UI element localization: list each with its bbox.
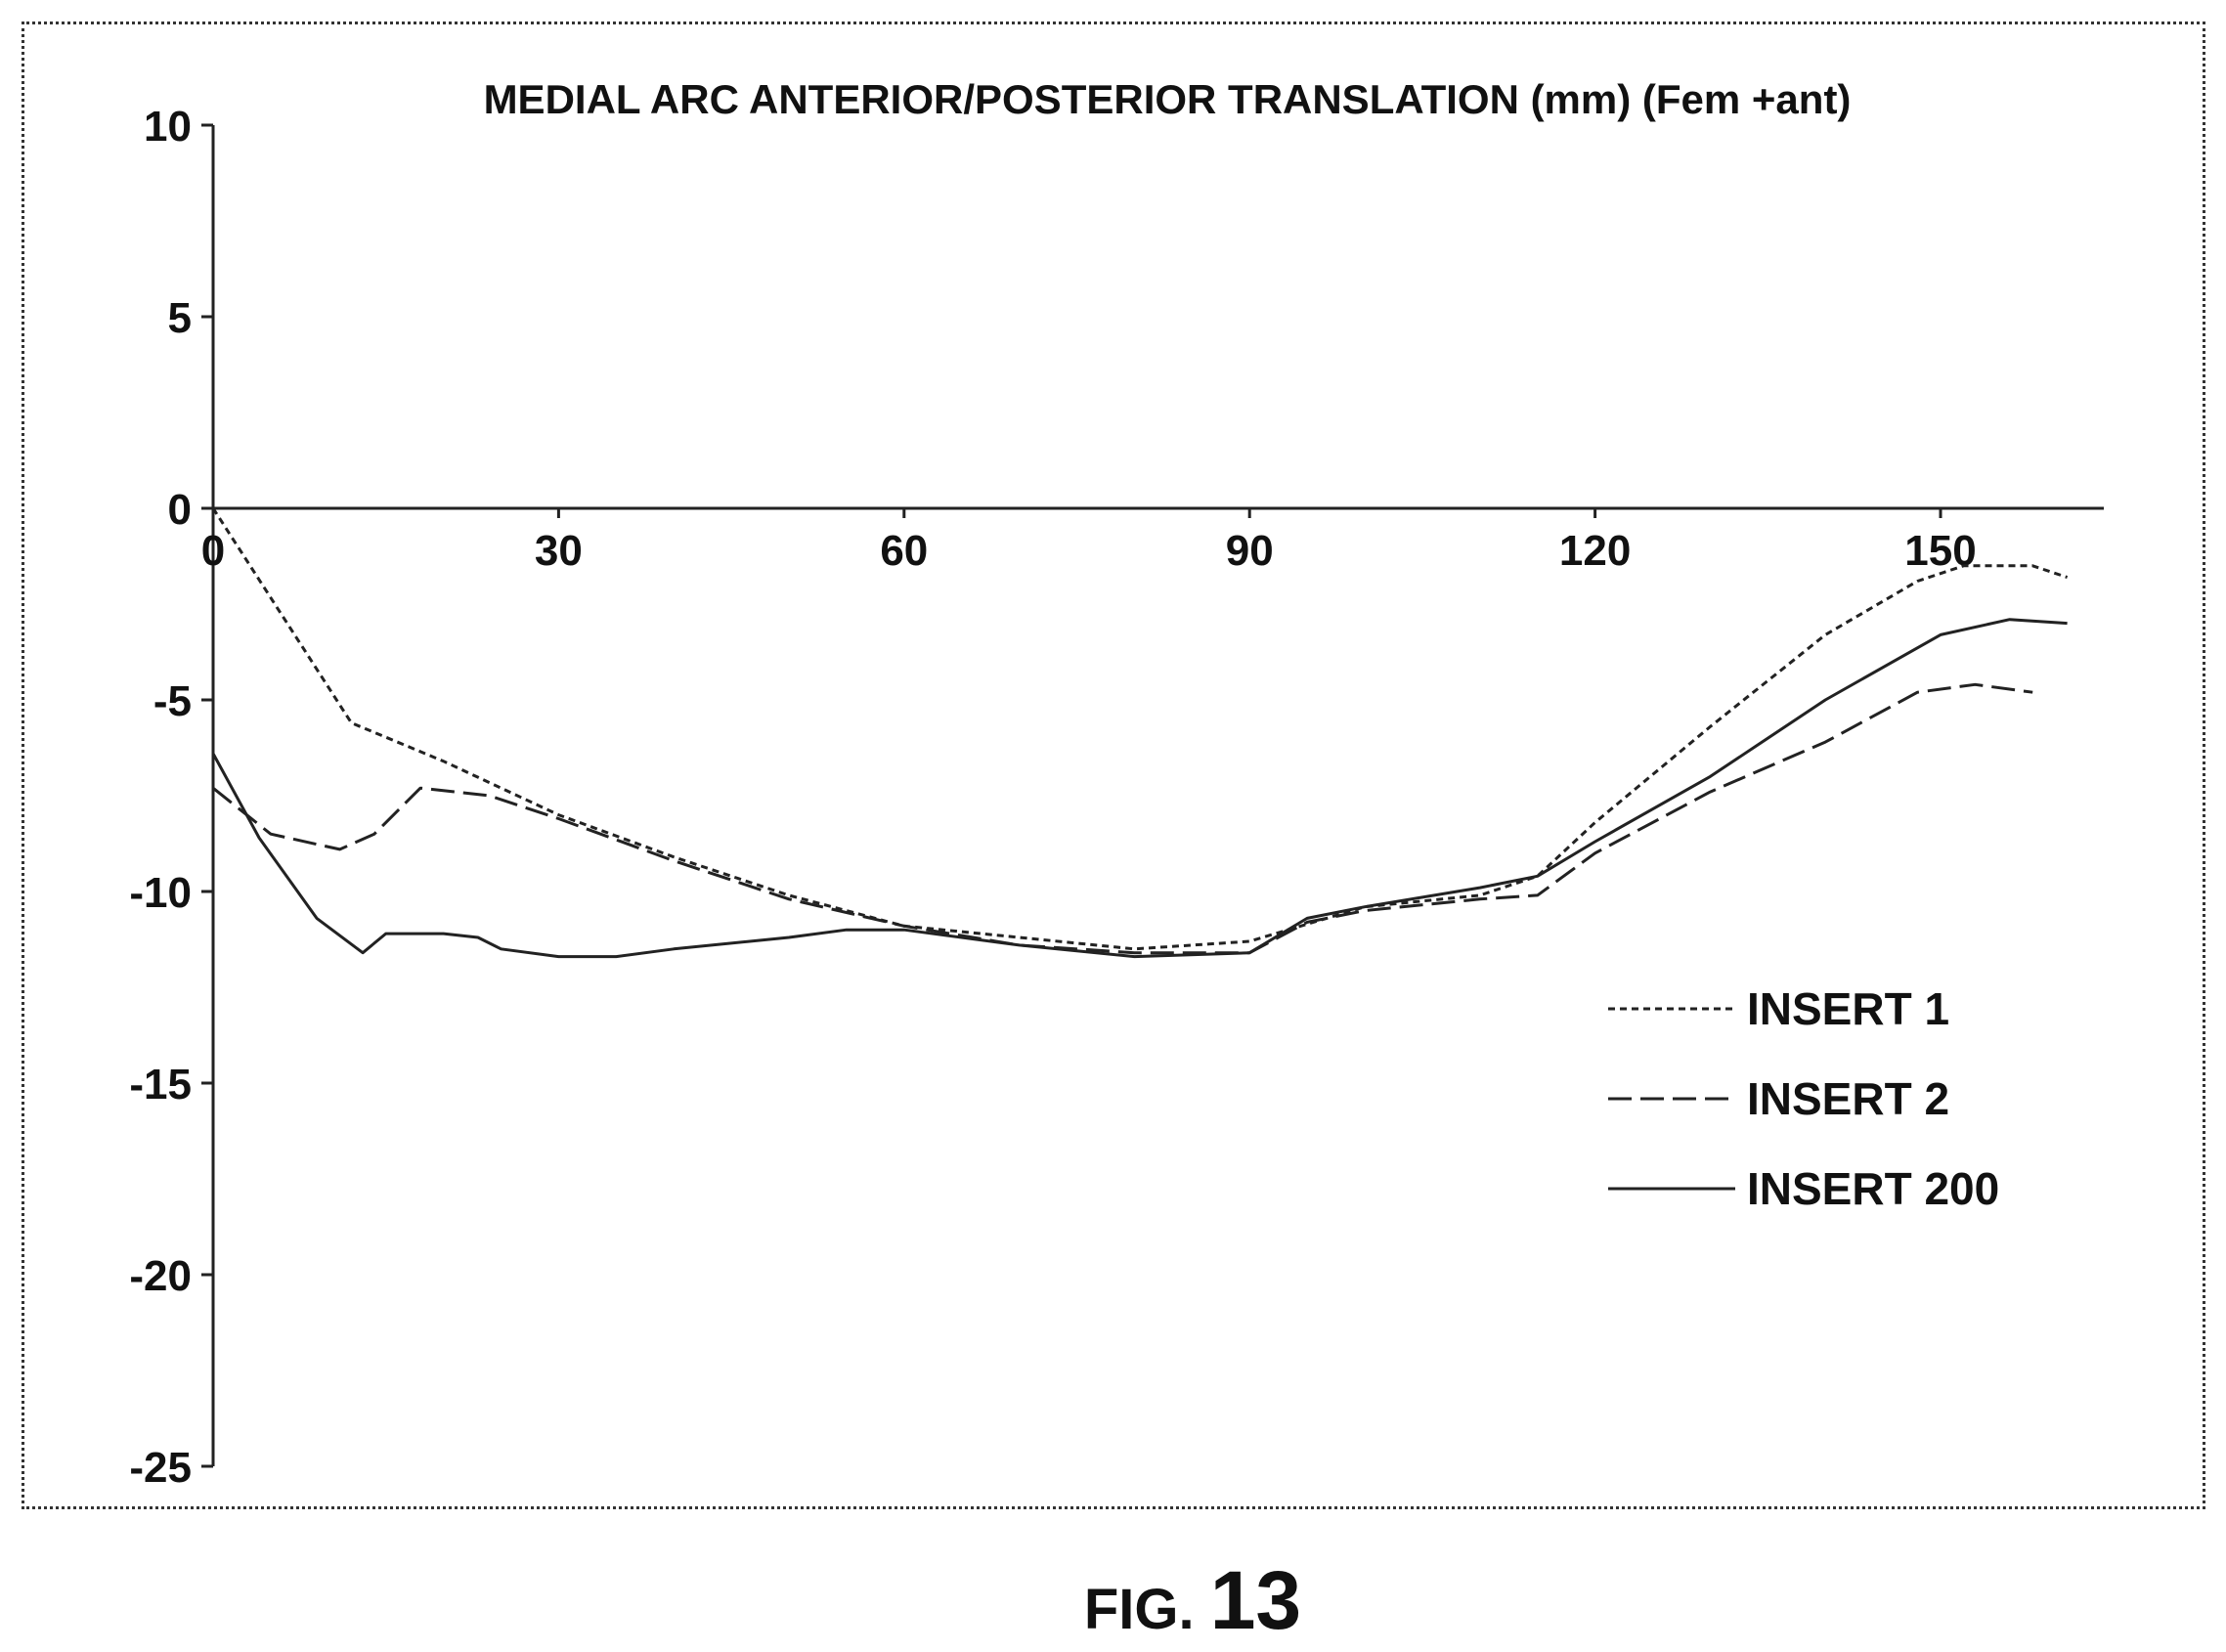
series-line-1 <box>211 507 2069 951</box>
figure-frame <box>22 22 2205 1509</box>
legend: INSERT 1 INSERT 2 INSERT 200 <box>1608 983 1999 1214</box>
x-tick-label: 120 <box>1559 527 1631 575</box>
x-tick-label: 30 <box>535 527 583 575</box>
x-tick-label: 150 <box>1904 527 1976 575</box>
y-tick-label: 0 <box>168 486 192 534</box>
y-tick-label: -10 <box>129 869 192 917</box>
axes <box>201 123 2104 1468</box>
legend-label-2: INSERT 2 <box>1747 1073 1949 1124</box>
chart-title: MEDIAL ARC ANTERIOR/POSTERIOR TRANSLATIO… <box>484 76 1852 122</box>
y-tick-label: -15 <box>129 1061 192 1109</box>
x-tick-label: 60 <box>880 527 928 575</box>
tick-labels: 10 5 0 -5 -10 -15 -20 -25 0 30 60 90 120 150 <box>129 103 1976 1492</box>
y-tick-label: -5 <box>153 677 192 725</box>
x-tick-label: 90 <box>1226 527 1274 575</box>
series-lines <box>211 507 2069 959</box>
series-line-3 <box>211 618 2068 959</box>
y-tick-label: -25 <box>129 1444 192 1492</box>
y-tick-label: 5 <box>168 294 192 342</box>
legend-label-3: INSERT 200 <box>1747 1163 1999 1214</box>
series-line-2 <box>212 682 2033 955</box>
y-tick-label: -20 <box>129 1252 192 1300</box>
x-tick-label: 0 <box>201 527 225 575</box>
y-tick-label: 10 <box>144 103 192 151</box>
legend-label-1: INSERT 1 <box>1747 983 1949 1034</box>
figure-label: FIG. 13 <box>1084 1554 1301 1646</box>
